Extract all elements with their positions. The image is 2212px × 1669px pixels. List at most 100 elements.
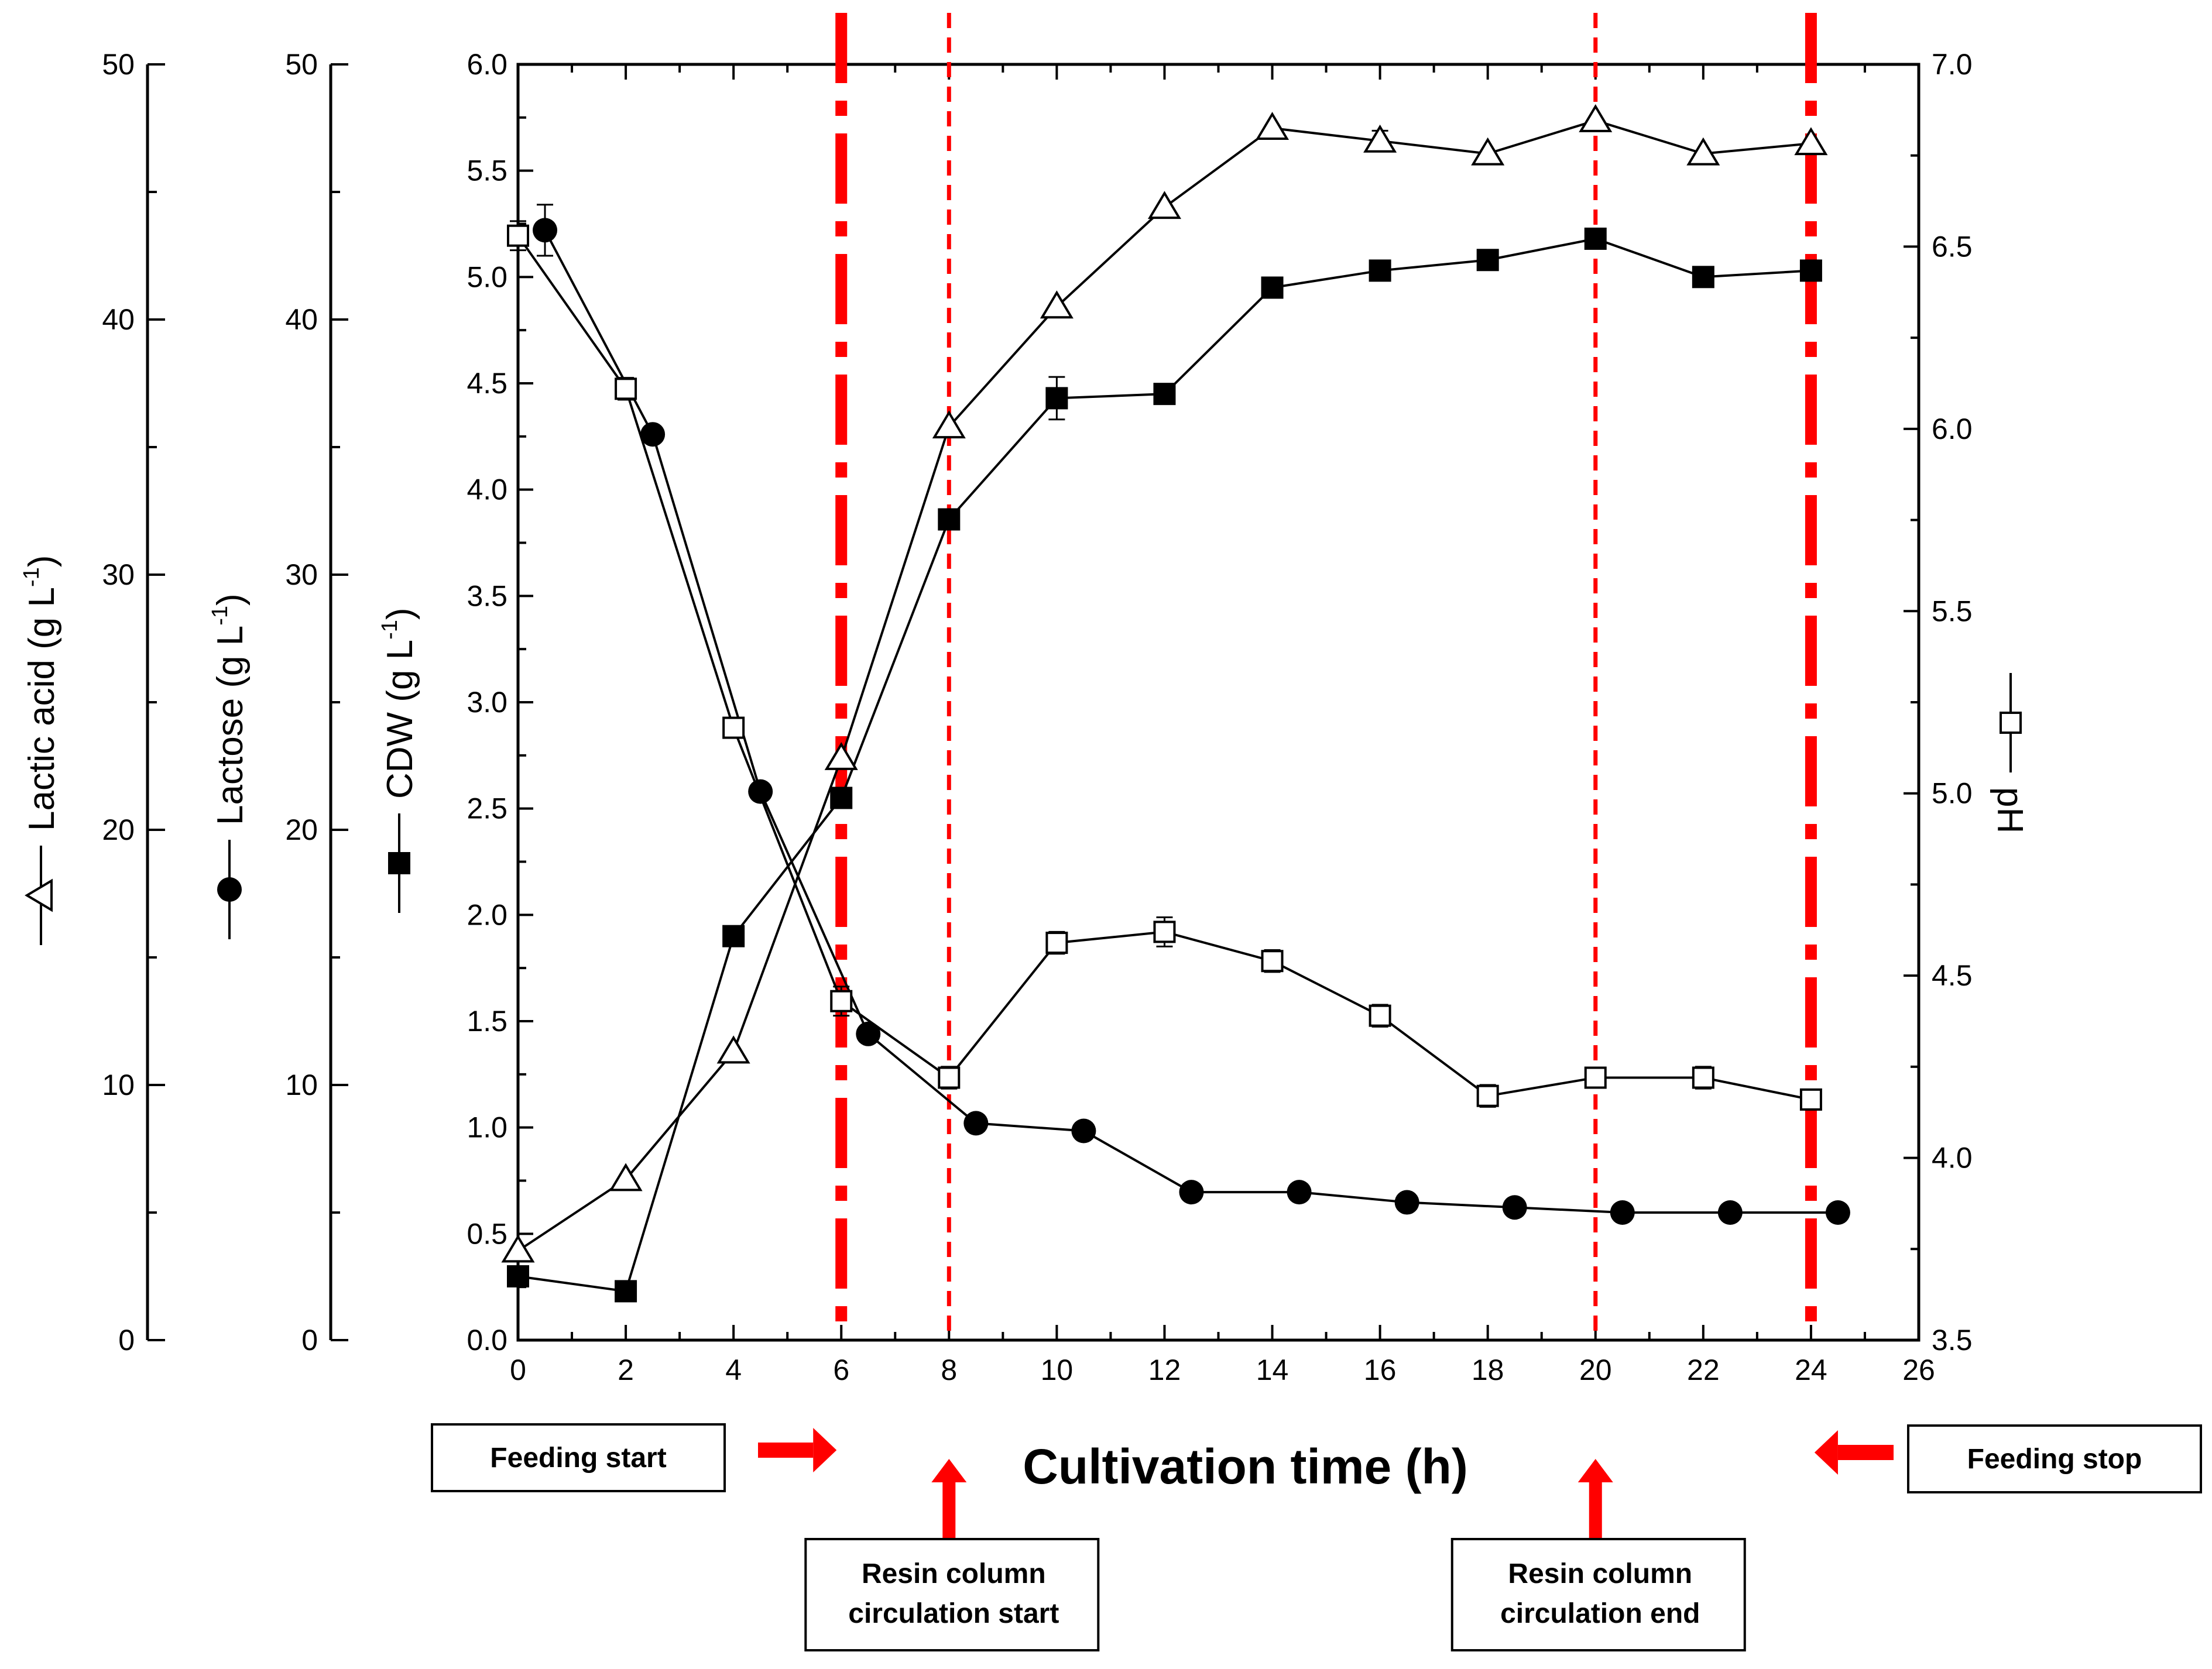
cdw-tick-label: 5.5 [467,154,507,187]
cdw-legend-marker [388,852,410,874]
event-2-label-box [1450,1538,1746,1651]
ph-legend-marker [2000,712,2022,734]
event-lines-group [835,13,1817,1337]
x-tick-label: 8 [941,1354,957,1386]
event-3-label: Feeding stop [1967,1444,2142,1475]
event-0-label: Feeding start [490,1443,666,1474]
ph-axis-title-text: pH [1990,787,2030,833]
lactic-axis-title-close: ) [22,555,62,568]
ph-tick-label: 4.0 [1932,1142,1973,1175]
x-tick-label: 26 [1902,1354,1935,1386]
ph-tick-label: 6.5 [1932,230,1973,263]
lactose-tick-label: 40 [285,303,318,336]
cdw-axis-title-close: ) [380,607,420,620]
lactose-tick-label: 50 [285,48,318,81]
lactose-axis-title-close: ) [210,593,251,606]
lactic-acid-point [824,742,858,770]
event-3-label-box [1907,1424,2202,1493]
lactose-point [1071,1118,1096,1143]
event-0-label-box [431,1423,726,1492]
x-tick-label: 24 [1795,1354,1827,1386]
event-2-arrow-head [1577,1459,1613,1482]
lactose-point [1825,1200,1850,1225]
lactic-acid-point [1147,191,1181,219]
lactose-tick-label: 0 [301,1324,318,1357]
cdw-tick-label: 2.5 [467,792,507,825]
ph-point [615,377,637,400]
lactic-tick-label: 10 [102,1069,135,1101]
ph-point [1799,1088,1822,1111]
x-tick-label: 18 [1472,1354,1504,1386]
lactic-acid-series-line [517,119,1812,1252]
ph-series-line [517,235,1812,1101]
cdw-tick-label: 6.0 [467,48,507,81]
lactic-axis-title: Lactic acid (g L-1) [19,555,62,945]
ph-point [1153,921,1176,943]
cdw-tick-label: 1.0 [467,1111,507,1144]
ph-point [1584,1066,1607,1089]
event-2-label-line: circulation end [1500,1598,1700,1629]
lactose-axis-title-sup: -1 [208,606,232,626]
lactose-tick-label: 10 [285,1069,318,1101]
cdw-point [507,1265,529,1287]
lactose-point [1502,1195,1527,1220]
lactic-acid-point [932,410,966,439]
cdw-axis-title-sup: -1 [378,620,402,640]
lactic-acid-point [1686,137,1720,166]
cdw-tick-label: 5.0 [467,260,507,293]
cdw-point [1584,227,1607,250]
ph-point [1369,1004,1391,1027]
ph-tick-label: 6.0 [1932,413,1973,445]
lactic-legend-marker [25,878,53,912]
lactose-legend-marker [217,877,242,902]
x-tick-label: 14 [1256,1354,1289,1386]
lactic-acid-point [501,1234,535,1263]
cdw-point [615,1280,637,1303]
lactic-acid-point [609,1163,643,1191]
x-axis-title: Cultivation time (h) [1023,1439,1468,1494]
cdw-tick-label: 3.0 [467,686,507,719]
lactic-axis-title-text: Lactic acid (g L-1) [19,555,62,831]
lactic-tick-label: 30 [102,558,135,591]
ph-point [507,224,529,247]
lactose-point [1287,1180,1312,1205]
cdw-point [1799,259,1822,282]
lactose-point [1610,1200,1635,1225]
lactic-acid-point [1579,104,1613,132]
x-tick-label: 12 [1148,1354,1181,1386]
event-1-label-line: circulation start [848,1598,1059,1629]
ph-point [722,716,745,739]
cdw-tick-label: 0.5 [467,1217,507,1250]
lactic-tick-label: 50 [102,48,135,81]
lactose-point [1179,1180,1204,1205]
lactic-axis-title-sup: -1 [19,567,44,587]
event-1-arrow-head [931,1459,967,1482]
plot-frame [516,63,1921,1342]
cdw-tick-label: 4.5 [467,367,507,400]
cdw-tick-label: 2.0 [467,898,507,931]
event-2-arrow-shaft [1589,1482,1602,1538]
axes-group: 0 2 4 6 8 10 12 14 16 18 20 22 24 260.00.51.01.52.02.… [19,48,2030,1386]
x-tick-label: 20 [1579,1354,1612,1386]
lactic-acid-point [1256,112,1290,140]
x-tick-label: 2 [618,1354,634,1386]
x-tick-label: 4 [725,1354,742,1386]
lactic-acid-point [1471,137,1505,166]
lactic-tick-label: 40 [102,303,135,336]
x-tick-label: 6 [833,1354,849,1386]
event-3-arrow-head [1814,1430,1838,1475]
lactic-acid-point [1363,124,1397,153]
cdw-point [722,925,745,947]
cdw-tick-label: 4.0 [467,473,507,506]
lactose-point [748,779,773,804]
lactic-tick-label: 20 [102,813,135,846]
ph-tick-label: 5.5 [1932,595,1973,627]
event-2-label-line: Resin column [1508,1558,1692,1589]
event-1-arrow-shaft [942,1482,956,1538]
x-tick-label: 10 [1041,1354,1074,1386]
x-tick-label: 22 [1687,1354,1720,1386]
cdw-point [938,508,961,531]
lactose-point [856,1021,881,1046]
lactose-tick-label: 30 [285,558,318,591]
ph-point [830,990,853,1012]
